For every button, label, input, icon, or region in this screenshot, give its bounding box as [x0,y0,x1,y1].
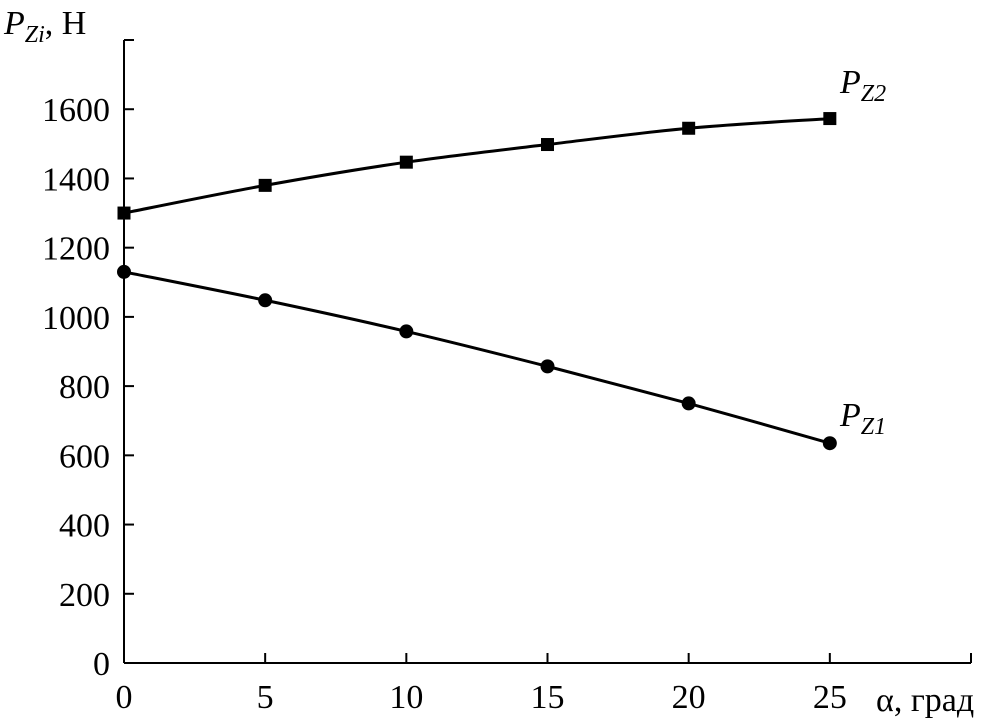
series-label-pz2: PZ2 [839,64,886,107]
y-axis-label-symbol: P [3,5,25,42]
x-tick-label: 25 [813,679,847,716]
series-group [117,112,837,451]
y-tick-label: 1000 [42,300,110,337]
y-tick-label: 600 [59,438,110,475]
y-tick-label: 200 [59,577,110,614]
y-axis-label-unit: , Н [45,5,87,42]
data-point-z2 [117,206,131,220]
ticks: 0 200 400 600 800 1000 1200 1400 1600 0 5 10 15 20 25 [42,92,847,716]
data-point-z2 [682,121,696,135]
data-point-z1 [681,396,696,411]
series-label-pz2-symbol: P [839,64,861,101]
y-tick-label: 1200 [42,231,110,268]
data-point-z2 [399,155,413,169]
y-tick-label: 800 [59,369,110,406]
series-label-pz1-subscript: Z1 [861,414,886,440]
data-point-z2 [823,112,837,126]
axes [123,39,972,664]
data-point-z2 [541,138,554,152]
series-label-pz2-subscript: Z2 [861,81,886,107]
x-tick-label: 0 [116,679,133,716]
data-point-z1 [540,359,555,374]
series-line-z2 [123,117,830,215]
series-line-z1 [123,270,831,445]
data-point-z1 [822,436,837,451]
y-axis-label-subscript: Zi [25,22,45,48]
data-point-z2 [258,178,272,192]
x-tick-label: 20 [672,679,706,716]
x-tick-label: 10 [389,679,423,716]
y-tick-label: 1600 [42,92,110,129]
x-tick-label: 15 [531,679,565,716]
y-tick-label: 0 [93,646,110,683]
y-tick-label: 1400 [42,161,110,198]
data-point-z1 [258,293,273,308]
series-label-pz1-symbol: P [839,397,861,434]
data-point-z1 [117,264,131,279]
x-axis-label: α, град [876,682,974,719]
series-label-pz1: PZ1 [839,397,886,440]
data-point-z1 [399,324,414,339]
y-tick-label: 400 [59,508,110,545]
x-tick-label: 5 [257,679,274,716]
y-axis-label: PZi, Н [3,5,86,48]
